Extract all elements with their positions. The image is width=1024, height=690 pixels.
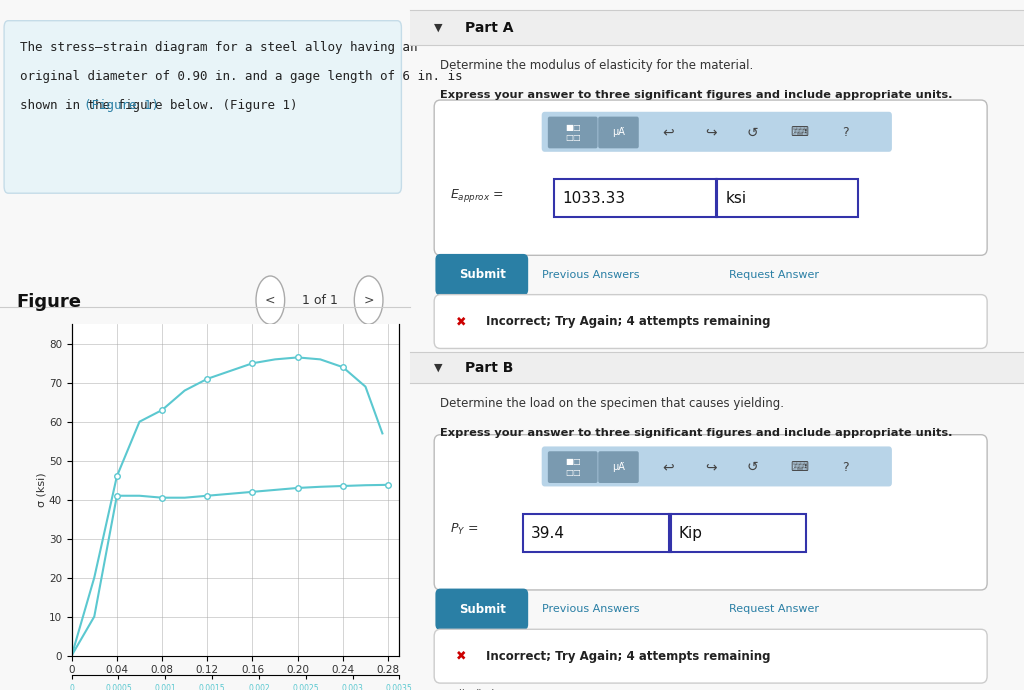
Circle shape xyxy=(354,276,383,324)
Text: Kip: Kip xyxy=(679,526,702,541)
FancyBboxPatch shape xyxy=(4,21,401,193)
Text: Previous Answers: Previous Answers xyxy=(542,604,639,614)
Text: The stress–strain diagram for a steel alloy having an: The stress–strain diagram for a steel al… xyxy=(20,41,418,55)
Text: ✖: ✖ xyxy=(456,650,466,662)
FancyBboxPatch shape xyxy=(434,295,987,348)
Text: ⌨: ⌨ xyxy=(791,126,809,139)
Text: μÄ: μÄ xyxy=(612,462,625,472)
FancyBboxPatch shape xyxy=(434,435,987,590)
FancyBboxPatch shape xyxy=(717,179,858,217)
Text: Request Answer: Request Answer xyxy=(729,604,819,614)
Text: ■□
□□: ■□ □□ xyxy=(565,123,581,142)
Text: ksi: ksi xyxy=(726,191,748,206)
Text: $P_Y$ =: $P_Y$ = xyxy=(450,522,478,538)
Text: ↺: ↺ xyxy=(746,126,758,139)
Text: ▼: ▼ xyxy=(434,23,442,32)
Text: ■□
□□: ■□ □□ xyxy=(565,457,581,477)
Text: ↩: ↩ xyxy=(662,460,674,474)
Text: original diameter of 0.90 in. and a gage length of 6 in. is: original diameter of 0.90 in. and a gage… xyxy=(20,70,463,83)
Text: Part B: Part B xyxy=(465,361,513,375)
Y-axis label: σ (ksi): σ (ksi) xyxy=(36,473,46,507)
FancyBboxPatch shape xyxy=(410,10,1024,45)
Text: Part A: Part A xyxy=(465,21,513,34)
Text: 1033.33: 1033.33 xyxy=(562,191,625,206)
FancyBboxPatch shape xyxy=(548,451,598,483)
FancyBboxPatch shape xyxy=(435,589,528,630)
Text: ↪: ↪ xyxy=(705,126,717,139)
FancyBboxPatch shape xyxy=(598,117,639,148)
Text: Determine the modulus of elasticity for the material.: Determine the modulus of elasticity for … xyxy=(440,59,754,72)
FancyBboxPatch shape xyxy=(435,254,528,295)
FancyBboxPatch shape xyxy=(410,353,1024,383)
Text: <: < xyxy=(265,294,275,306)
Text: ▼: ▼ xyxy=(434,363,442,373)
Text: 39.4: 39.4 xyxy=(531,526,565,541)
FancyBboxPatch shape xyxy=(548,117,598,148)
Text: Express your answer to three significant figures and include appropriate units.: Express your answer to three significant… xyxy=(440,428,952,437)
Text: μÄ: μÄ xyxy=(612,128,625,137)
Text: ?: ? xyxy=(843,461,849,473)
FancyBboxPatch shape xyxy=(434,100,987,255)
FancyBboxPatch shape xyxy=(554,179,717,217)
Text: shown in the figure below. (Figure 1): shown in the figure below. (Figure 1) xyxy=(20,99,298,112)
Text: ↺: ↺ xyxy=(746,460,758,474)
FancyBboxPatch shape xyxy=(542,446,892,486)
Text: Request Answer: Request Answer xyxy=(729,270,819,279)
Text: ↩: ↩ xyxy=(662,126,674,139)
Text: $E_{\mathregular{approx}}$ =: $E_{\mathregular{approx}}$ = xyxy=(450,188,504,204)
Text: ?: ? xyxy=(843,126,849,139)
Text: Incorrect; Try Again; 4 attempts remaining: Incorrect; Try Again; 4 attempts remaini… xyxy=(486,315,771,328)
FancyBboxPatch shape xyxy=(523,514,671,552)
Text: Submit: Submit xyxy=(459,268,506,281)
Text: ⌨: ⌨ xyxy=(791,461,809,473)
Text: Figure: Figure xyxy=(16,293,81,311)
Text: Determine the load on the specimen that causes yielding.: Determine the load on the specimen that … xyxy=(440,397,784,410)
Text: ε (in./in.): ε (in./in.) xyxy=(449,689,495,690)
Text: ✖: ✖ xyxy=(456,315,466,328)
Text: Previous Answers: Previous Answers xyxy=(542,270,639,279)
Text: (Figure 1): (Figure 1) xyxy=(84,99,159,112)
Text: Incorrect; Try Again; 4 attempts remaining: Incorrect; Try Again; 4 attempts remaini… xyxy=(486,650,771,662)
Circle shape xyxy=(256,276,285,324)
FancyBboxPatch shape xyxy=(434,629,987,683)
Text: Submit: Submit xyxy=(459,603,506,615)
Text: Express your answer to three significant figures and include appropriate units.: Express your answer to three significant… xyxy=(440,90,952,99)
FancyBboxPatch shape xyxy=(598,451,639,483)
FancyBboxPatch shape xyxy=(542,112,892,152)
Text: 1 of 1: 1 of 1 xyxy=(301,294,338,306)
Text: ↪: ↪ xyxy=(705,460,717,474)
Text: >: > xyxy=(364,294,374,306)
FancyBboxPatch shape xyxy=(671,514,806,552)
